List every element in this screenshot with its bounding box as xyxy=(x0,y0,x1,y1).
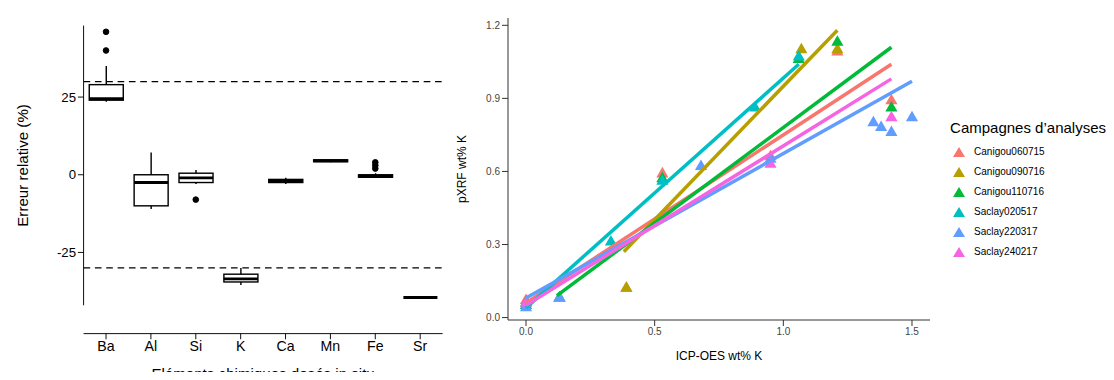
svg-text:0.0: 0.0 xyxy=(519,326,533,337)
svg-text:0.5: 0.5 xyxy=(648,326,662,337)
svg-text:0.9: 0.9 xyxy=(486,93,500,104)
svg-text:Ba: Ba xyxy=(97,338,114,354)
svg-text:Ca: Ca xyxy=(276,338,294,354)
svg-text:Si: Si xyxy=(189,338,202,354)
html-text:Saclay240217: Saclay240217 xyxy=(974,246,1038,257)
svg-text:0.3: 0.3 xyxy=(486,239,500,250)
svg-text:K: K xyxy=(236,338,246,354)
html-text:Campagnes d’analyses: Campagnes d’analyses xyxy=(950,118,1106,136)
svg-text:-25: -25 xyxy=(57,245,76,260)
svg-text:0.0: 0.0 xyxy=(486,312,500,323)
svg-text:Erreur relative (%): Erreur relative (%) xyxy=(14,104,31,227)
html-text:Saclay220317: Saclay220317 xyxy=(974,226,1038,237)
svg-text:ICP-OES wt% K: ICP-OES wt% K xyxy=(676,349,763,363)
svg-text:0.6: 0.6 xyxy=(486,166,500,177)
svg-text:Eléments chimiques dosés in si: Eléments chimiques dosés in situ xyxy=(151,365,374,372)
html-text:Canigou090716: Canigou090716 xyxy=(974,166,1045,177)
svg-text:Mn: Mn xyxy=(321,338,341,354)
svg-text:Al: Al xyxy=(145,338,158,354)
html-text:Saclay020517: Saclay020517 xyxy=(974,206,1038,217)
html-text:Canigou110716: Canigou110716 xyxy=(974,186,1044,197)
svg-text:25: 25 xyxy=(61,90,76,105)
svg-text:1.0: 1.0 xyxy=(776,326,790,337)
svg-text:0: 0 xyxy=(69,167,76,182)
svg-text:1.5: 1.5 xyxy=(905,326,919,337)
svg-text:pXRF wt% K: pXRF wt% K xyxy=(455,135,469,203)
svg-text:Fe: Fe xyxy=(367,338,384,354)
svg-text:1.2: 1.2 xyxy=(486,20,500,31)
svg-text:Sr: Sr xyxy=(413,338,427,354)
html-text:Canigou060715: Canigou060715 xyxy=(974,146,1045,157)
